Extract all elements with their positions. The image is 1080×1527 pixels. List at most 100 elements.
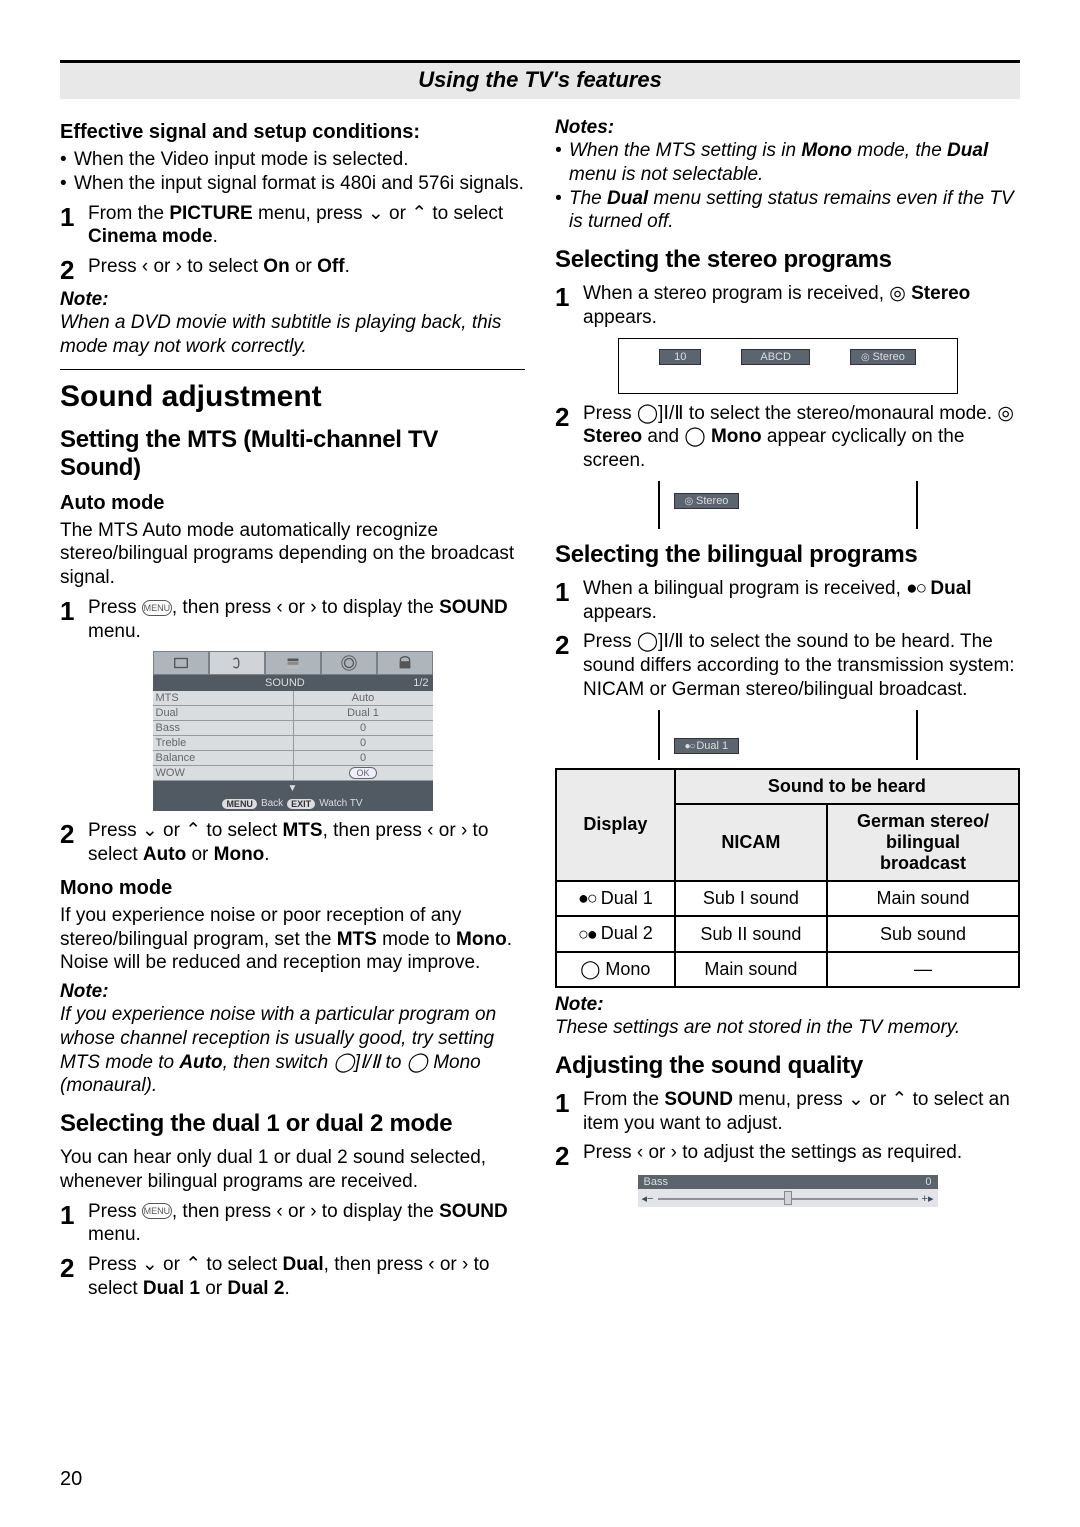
columns: Effective signal and setup conditions: W… — [60, 111, 1020, 1301]
t: When a stereo program is received, — [583, 283, 889, 304]
t: PICTURE — [169, 203, 252, 224]
t: Auto — [143, 844, 186, 865]
t: . — [345, 256, 350, 277]
dual-step-2: 2 Press ⌄ or ⌃ to select Dual, then pres… — [60, 1253, 525, 1301]
step-number: 2 — [555, 1141, 583, 1169]
osd-value: Auto — [293, 691, 433, 705]
t: , then switch — [223, 1052, 334, 1073]
stereo-icon: ◎ — [889, 283, 906, 304]
mts-icon: ◯]Ⅰ/Ⅱ — [637, 631, 684, 652]
down-icon: ⌄ — [142, 820, 158, 841]
mono-mode-title: Mono mode — [60, 877, 525, 900]
up-icon: ⌃ — [185, 820, 201, 841]
t: menu. — [88, 621, 141, 642]
t: to select — [427, 203, 503, 224]
t: Dual 1 — [143, 1278, 200, 1299]
page: Using the TV's features Effective signal… — [0, 0, 1080, 1527]
osd-label: Dual — [153, 706, 293, 720]
t: Mono — [706, 426, 762, 447]
right-column: Notes: When the MTS setting is in Mono m… — [555, 111, 1020, 1301]
t: to select — [201, 820, 282, 841]
quality-step-2: 2 Press ‹ or › to adjust the settings as… — [555, 1141, 1020, 1169]
channel-number-badge: 10 — [659, 349, 701, 365]
mono-icon: ◯ — [684, 426, 705, 447]
step-text: Press MENU, then press ‹ or › to display… — [88, 1200, 525, 1248]
osd-sound-menu: SOUND1/2 MTSAuto DualDual 1 Bass0 Treble… — [153, 651, 433, 811]
effective-step-1: 1 From the PICTURE menu, press ⌄ or ⌃ to… — [60, 202, 525, 250]
t: On — [263, 256, 289, 277]
osd-value: OK — [293, 766, 433, 780]
step-text: Press ‹ or › to adjust the settings as r… — [583, 1141, 962, 1169]
t: , then press — [172, 597, 277, 618]
t: Dual 1 — [596, 888, 653, 908]
slider-knob-icon — [784, 1191, 792, 1205]
td-german: Sub sound — [827, 916, 1019, 952]
t: MTS — [337, 929, 377, 950]
t: mode to — [377, 929, 456, 950]
step-number: 2 — [555, 630, 583, 701]
step-text: When a bilingual program is received, ●○… — [583, 577, 1020, 625]
osd-rows: MTSAuto DualDual 1 Bass0 Treble0 Balance… — [153, 691, 433, 781]
stereo-icon: ◎ — [997, 403, 1014, 424]
mts-step-2: 2 Press ⌄ or ⌃ to select MTS, then press… — [60, 819, 525, 867]
t: Press — [583, 1142, 637, 1163]
osd-row: Treble0 — [153, 736, 433, 751]
osd-menu-title: SOUND — [265, 677, 305, 689]
mono-desc: If you experience noise or poor receptio… — [60, 904, 525, 952]
effective-step-2: 2 Press ‹ or › to select On or Off. — [60, 255, 525, 283]
dual-badge: ●○ Dual 1 — [674, 738, 740, 754]
t: Dual — [925, 578, 971, 599]
dual2-icon: ○● — [578, 924, 596, 945]
step-number: 1 — [555, 282, 583, 330]
step-number: 2 — [60, 255, 88, 283]
t: or — [864, 1089, 891, 1110]
dual-step-1: 1 Press MENU, then press ‹ or › to displ… — [60, 1200, 525, 1248]
t: menu. — [88, 1224, 141, 1245]
t: menu, press — [733, 1089, 848, 1110]
step-text: From the PICTURE menu, press ⌄ or ⌃ to s… — [88, 202, 525, 250]
osd-label: Balance — [153, 751, 293, 765]
bilingual-title: Selecting the bilingual programs — [555, 541, 1020, 569]
note-text: When a DVD movie with subtitle is playin… — [60, 311, 525, 359]
t: to select the stereo/monaural mode. — [684, 403, 998, 424]
table-row: ●○ Dual 1 Sub I sound Main sound — [556, 881, 1019, 917]
osd-row: Bass0 — [153, 721, 433, 736]
td-display: ●○ Dual 1 — [556, 881, 675, 917]
t: . — [507, 929, 512, 950]
channel-name-badge: ABCD — [741, 349, 810, 365]
t: Stereo — [696, 495, 728, 507]
step-text: Press ‹ or › to select On or Off. — [88, 255, 350, 283]
t: to select — [201, 1254, 282, 1275]
note-label: Note: — [60, 289, 525, 311]
quality-step-1: 1 From the SOUND menu, press ⌄ or ⌃ to s… — [555, 1088, 1020, 1136]
osd-label: Bass — [153, 721, 293, 735]
td-display: ○● Dual 2 — [556, 916, 675, 952]
th-nicam: NICAM — [675, 804, 827, 881]
osd-tabs — [153, 651, 433, 675]
step-number: 1 — [60, 1200, 88, 1248]
osd-row: DualDual 1 — [153, 706, 433, 721]
exit-pill: EXIT — [287, 799, 315, 809]
slider-value: 0 — [925, 1176, 931, 1188]
note-text: These settings are not stored in the TV … — [555, 1016, 1020, 1040]
t: Stereo — [583, 426, 642, 447]
t: The — [569, 188, 607, 209]
step-text: When a stereo program is received, ◎ Ste… — [583, 282, 1020, 330]
down-icon: ⌄ — [142, 1254, 158, 1275]
t: mode, the — [852, 140, 947, 161]
effective-title: Effective signal and setup conditions: — [60, 121, 525, 144]
t: Press — [88, 256, 142, 277]
osd-dual-indicator: ●○ Dual 1 — [658, 710, 918, 760]
t: Dual — [607, 188, 648, 209]
step-number: 1 — [60, 202, 88, 250]
t: Dual 1 — [696, 740, 728, 752]
t: Press — [88, 597, 142, 618]
menu-pill: MENU — [222, 799, 257, 809]
step-number: 1 — [555, 577, 583, 625]
t: Stereo — [906, 283, 970, 304]
osd-value: 0 — [293, 736, 433, 750]
auto-mode-desc: The MTS Auto mode automatically recogniz… — [60, 519, 525, 590]
t: appears. — [583, 307, 657, 328]
td-display: ◯ Mono — [556, 952, 675, 987]
down-icon: ⌄ — [368, 203, 384, 224]
